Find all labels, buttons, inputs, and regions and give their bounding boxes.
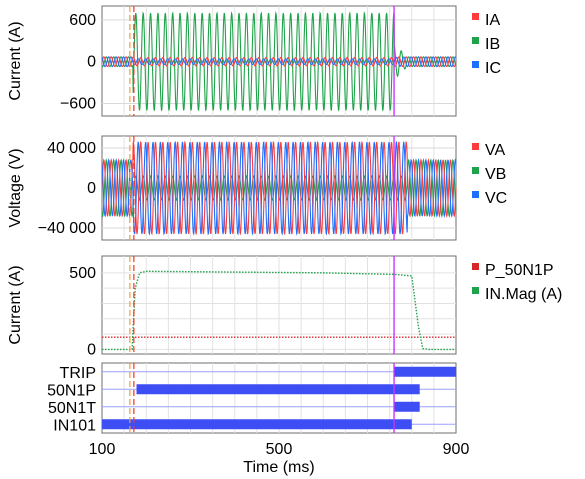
current-y-ticks: 600 0 −600 [60, 12, 96, 113]
legend-swatch [472, 13, 479, 20]
x-tick-label: 500 [266, 441, 293, 458]
channel-on-bar-in101 [102, 419, 412, 430]
neutral-current-grid [102, 256, 456, 354]
trace-ia [101, 56, 457, 68]
voltage-event-markers [129, 136, 395, 240]
legend-label: P_50N1P [485, 262, 554, 279]
voltage-traces [101, 140, 457, 236]
y-tick-label: 0 [87, 180, 96, 197]
legend-label: IN.Mag (A) [485, 286, 562, 303]
current-traces [101, 11, 457, 112]
channel-on-bar-50n1p [136, 384, 420, 395]
trace-ib [101, 11, 457, 112]
time-x-ticks: 100 500 900 [89, 441, 470, 458]
legend-swatch [472, 191, 479, 198]
legend-label: IA [485, 12, 500, 29]
neutral-current-panel: 500 0 Current (A) P_50N1P IN.Mag (A) [7, 255, 562, 359]
trace-vc [101, 141, 457, 236]
x-tick-label: 900 [443, 441, 470, 458]
trace-in-mag-a- [102, 270, 456, 351]
time-x-axis-label: Time (ms) [243, 459, 314, 476]
channel-on-bar-trip [394, 366, 456, 377]
y-tick-label: 600 [69, 12, 96, 29]
legend-label: IC [485, 60, 501, 77]
current-y-axis-label: Current (A) [7, 21, 24, 100]
channel-label: TRIP [60, 365, 96, 382]
current-panel: 600 0 −600 Current (A) IA IB IC [7, 5, 501, 117]
trace-ic [101, 56, 457, 68]
legend-swatch [472, 287, 479, 294]
legend-label: VB [485, 166, 506, 183]
y-tick-label: 500 [69, 265, 96, 282]
legend-swatch [472, 61, 479, 68]
legend-label: VA [485, 142, 505, 159]
legend-swatch [472, 143, 479, 150]
digital-event-markers [129, 363, 395, 433]
legend-swatch [472, 167, 479, 174]
y-tick-label: 0 [87, 341, 96, 358]
neutral-current-y-ticks: 500 0 [69, 265, 96, 359]
y-tick-label: 0 [87, 54, 96, 71]
legend-label: VC [485, 190, 507, 207]
neutral-current-legend: P_50N1P IN.Mag (A) [472, 262, 562, 303]
y-tick-label: 40 000 [47, 140, 96, 157]
y-tick-label: −40 000 [38, 220, 96, 237]
legend-swatch [472, 263, 479, 270]
channel-label: 50N1P [47, 382, 96, 399]
legend-label: IB [485, 36, 500, 53]
current-legend: IA IB IC [472, 12, 501, 77]
neutral-current-traces [102, 270, 456, 351]
voltage-legend: VA VB VC [472, 142, 507, 207]
voltage-panel: 40 000 0 −40 000 Voltage (V) VA VB VC [7, 135, 507, 241]
voltage-y-ticks: 40 000 0 −40 000 [38, 140, 96, 237]
channel-label: IN101 [53, 417, 96, 434]
trace-va [101, 140, 457, 236]
channel-on-bar-50n1t [394, 401, 420, 412]
x-tick-label: 100 [89, 441, 116, 458]
legend-swatch [472, 37, 479, 44]
neutral-current-event-markers [129, 256, 395, 354]
voltage-y-axis-label: Voltage (V) [7, 148, 24, 227]
digital-bars [102, 366, 456, 430]
current-event-markers [129, 6, 395, 116]
y-tick-label: −600 [60, 95, 96, 112]
neutral-current-y-axis-label: Current (A) [7, 265, 24, 344]
channel-label: 50N1T [48, 400, 96, 417]
